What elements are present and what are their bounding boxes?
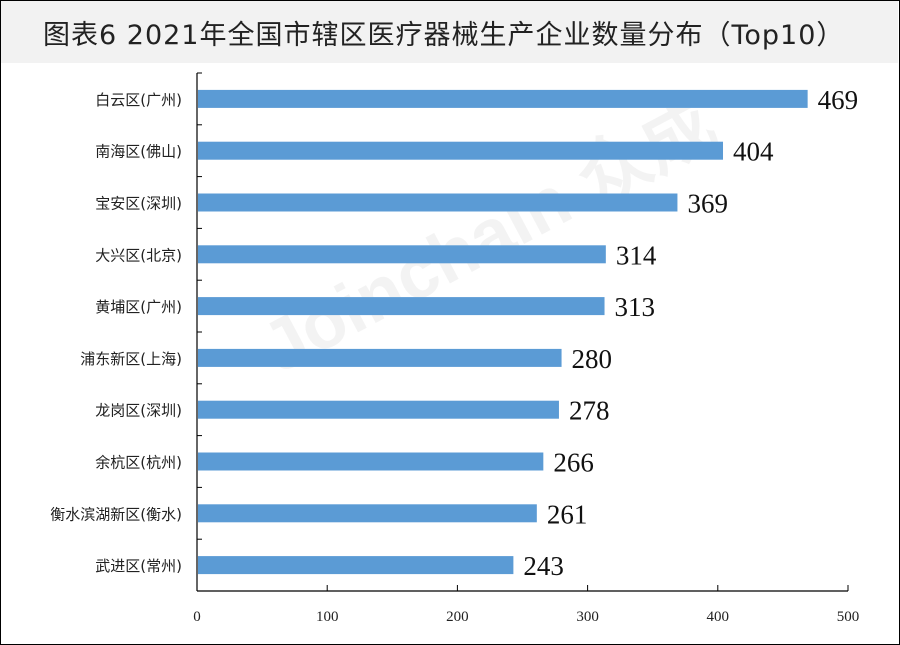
category-label: 白云区(广州) — [95, 91, 182, 109]
category-label: 余杭区(杭州) — [95, 454, 182, 472]
bar — [198, 141, 724, 160]
chart-title: 图表6 2021年全国市辖区医疗器械生产企业数量分布（Top10） — [43, 20, 845, 51]
data-label: 278 — [569, 396, 610, 426]
bar — [198, 245, 606, 264]
data-label: 369 — [687, 189, 728, 219]
data-label: 469 — [818, 85, 859, 115]
data-label: 280 — [572, 344, 613, 374]
data-label: 261 — [547, 499, 588, 529]
data-label: 313 — [615, 292, 656, 322]
category-label: 南海区(佛山) — [95, 143, 182, 161]
data-label: 266 — [553, 448, 594, 478]
bar — [198, 89, 808, 108]
category-label: 龙岗区(深圳) — [95, 402, 182, 420]
bar — [198, 452, 544, 471]
bar — [198, 504, 537, 523]
category-label: 黄埔区(广州) — [95, 298, 182, 316]
bar — [198, 193, 678, 212]
category-label: 衡水滨湖新区(衡水) — [50, 505, 182, 523]
x-tick-label: 300 — [576, 609, 599, 625]
category-label: 大兴区(北京) — [95, 246, 182, 264]
x-tick-label: 400 — [707, 609, 730, 625]
bar — [198, 348, 562, 367]
category-label: 宝安区(深圳) — [95, 195, 182, 213]
bar — [198, 400, 559, 419]
data-label: 314 — [616, 240, 657, 270]
title-bar: 图表6 2021年全国市辖区医疗器械生产企业数量分布（Top10） — [1, 1, 898, 63]
bar — [198, 297, 605, 316]
x-tick-label: 200 — [446, 609, 469, 625]
bar — [198, 556, 514, 575]
data-label: 243 — [523, 551, 564, 581]
x-tick-label: 500 — [837, 609, 860, 625]
category-label: 浦东新区(上海) — [80, 350, 182, 368]
data-label: 404 — [733, 137, 774, 167]
x-tick-label: 0 — [193, 609, 201, 625]
x-tick-label: 100 — [316, 609, 339, 625]
category-label: 武进区(常州) — [95, 557, 182, 575]
